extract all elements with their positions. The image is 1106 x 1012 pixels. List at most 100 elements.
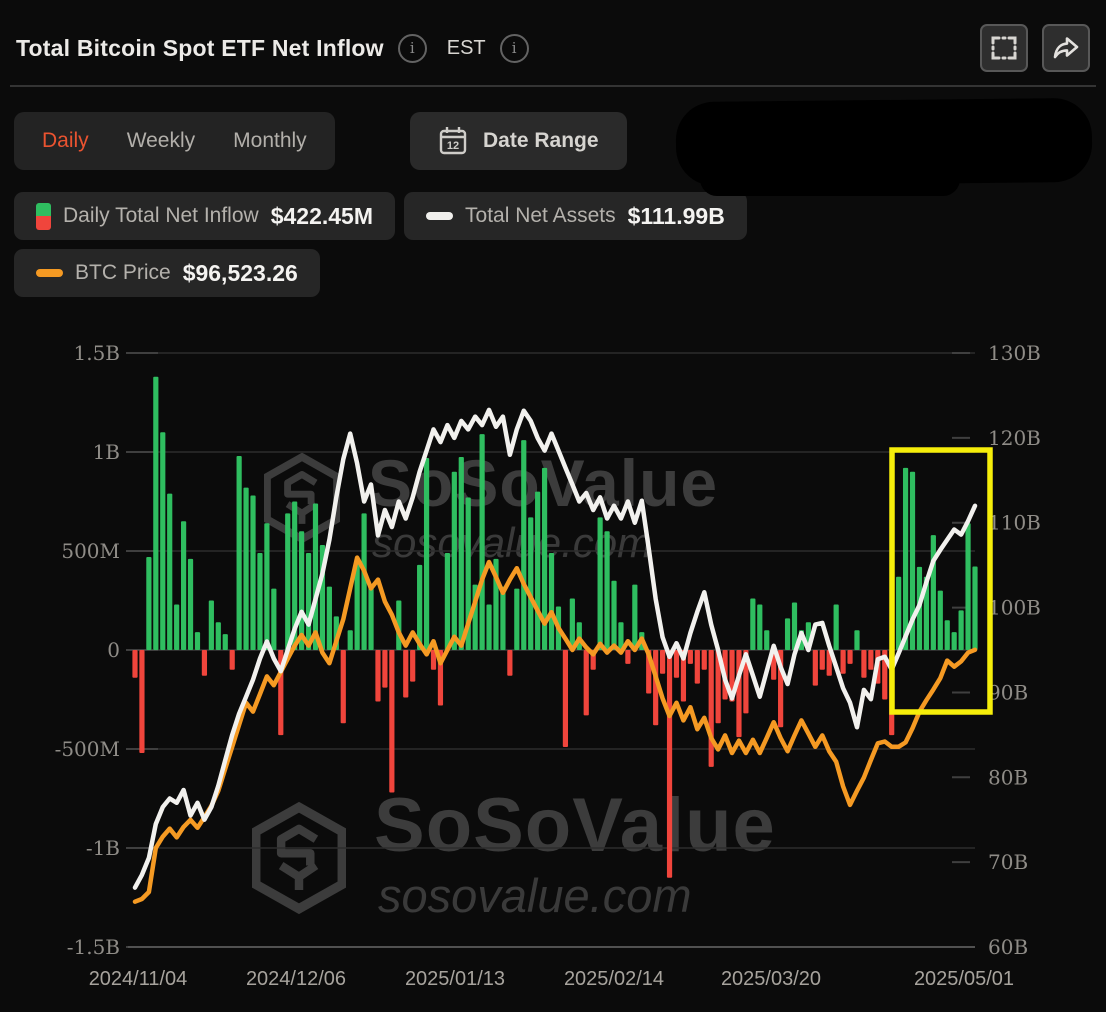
outflow-bar (882, 650, 888, 700)
page-title: Total Bitcoin Spot ETF Net Inflow (16, 34, 384, 61)
tab-weekly[interactable]: Weekly (126, 129, 196, 152)
inflow-bar (271, 588, 277, 650)
inflow-bar (944, 620, 950, 650)
legend-row-1: Daily Total Net Inflow $422.45M Total Ne… (14, 192, 747, 240)
outflow-bar (278, 650, 284, 736)
left-axis-tick: -500M (55, 737, 120, 761)
legend-label: BTC Price (75, 261, 171, 284)
inflow-bar (194, 632, 201, 650)
inflow-bar (500, 586, 506, 650)
inflow-bar (444, 552, 450, 650)
outflow-bar (229, 650, 235, 670)
svg-text:12: 12 (447, 140, 459, 152)
est-label: EST (446, 36, 486, 59)
date-range-button[interactable]: 12 Date Range (410, 112, 627, 170)
x-axis-label: 2025/03/20 (721, 968, 821, 990)
outflow-bar (743, 650, 749, 714)
right-axis-tick: 100B (988, 596, 1041, 620)
inflow-bar (180, 521, 187, 650)
inflow-bar (972, 566, 978, 650)
info-icon[interactable]: i (397, 33, 427, 63)
outflow-bar (722, 650, 728, 700)
inflow-bar (902, 467, 909, 650)
legend-value: $111.99B (627, 202, 725, 229)
inflow-bar (347, 630, 353, 650)
left-axis-tick: 1.5B (73, 341, 120, 365)
outflow-bar (861, 650, 867, 678)
outflow-bar (729, 650, 735, 702)
outflow-bar (590, 650, 596, 670)
outflow-bar (673, 650, 680, 678)
outflow-bar (139, 650, 145, 753)
date-range-label: Date Range (483, 129, 599, 152)
x-axis-label: 2024/11/04 (89, 968, 188, 990)
watermark-brand: SoSoValue (368, 446, 719, 520)
right-axis-tick: 70B (988, 850, 1028, 874)
btc-line-icon (36, 269, 63, 277)
x-axis-label: 2025/02/14 (564, 968, 664, 990)
fullscreen-icon (991, 36, 1017, 60)
share-button[interactable] (1042, 24, 1090, 72)
inflow-bar (798, 630, 805, 650)
right-axis-tick: 60B (988, 935, 1028, 959)
x-axis-label: 2024/12/06 (246, 968, 346, 990)
inflow-bar (555, 606, 562, 650)
left-axis-tick: 1B (93, 440, 120, 464)
outflow-bar (389, 650, 395, 793)
right-axis-tick: 130B (988, 341, 1041, 365)
inflow-bar (784, 618, 791, 650)
inflow-bar (326, 586, 332, 650)
fullscreen-button[interactable] (980, 24, 1028, 72)
outflow-bar (819, 650, 825, 670)
inflow-bar (916, 566, 923, 650)
inflow-bar (632, 584, 638, 650)
inflow-bar (160, 432, 166, 650)
inflow-bar (514, 588, 520, 650)
inflow-bar (611, 580, 617, 650)
inflow-bar (930, 535, 936, 650)
left-axis-tick: 500M (61, 539, 120, 563)
left-axis-tick: 0 (107, 638, 120, 662)
inflow-bar (805, 622, 811, 650)
inflow-bar (396, 600, 402, 650)
tab-daily[interactable]: Daily (42, 129, 89, 152)
inflow-bar (354, 562, 360, 650)
inflow-bar (187, 558, 194, 650)
sosovalue-logo-icon (264, 452, 340, 544)
outflow-bar (430, 650, 437, 670)
inflow-bar (208, 600, 214, 650)
inflow-bar (215, 622, 221, 650)
x-axis-label: 2025/05/01 (914, 968, 1014, 990)
outflow-bar (660, 650, 666, 674)
assets-line-icon (426, 212, 454, 220)
watermark-brand: SoSoValue (374, 783, 776, 868)
outflow-bar (715, 650, 721, 724)
watermark-site: sosovalue.com (372, 519, 653, 566)
tab-monthly[interactable]: Monthly (233, 129, 307, 152)
inflow-bar (243, 487, 249, 650)
outflow-bar (382, 650, 388, 688)
info-icon[interactable]: i (499, 33, 529, 63)
legend-item-btc-price[interactable]: BTC Price $96,523.26 (14, 249, 320, 297)
right-axis-tick: 120B (988, 426, 1041, 450)
inflow-bar (257, 552, 263, 650)
legend-row-2: BTC Price $96,523.26 (14, 249, 320, 297)
legend-item-net-inflow[interactable]: Daily Total Net Inflow $422.45M (14, 192, 396, 240)
inflow-bar (305, 552, 312, 650)
inflow-bar (493, 558, 499, 650)
inflow-bar (417, 564, 423, 650)
outflow-bar (410, 650, 416, 682)
inflow-bar (639, 632, 645, 650)
inflow-bar (548, 552, 555, 650)
outflow-bar (201, 650, 208, 676)
inflow-bar (618, 622, 624, 650)
outflow-bar (562, 650, 569, 748)
inflow-bar (958, 610, 964, 650)
inflow-bar (965, 523, 971, 650)
redaction-blob (700, 162, 960, 196)
legend-value: $96,523.26 (182, 259, 298, 286)
inflow-bar (791, 602, 798, 650)
outflow-bar (736, 650, 742, 738)
legend-value: $422.45M (270, 202, 374, 229)
legend-item-net-assets[interactable]: Total Net Assets $111.99B (404, 192, 747, 240)
